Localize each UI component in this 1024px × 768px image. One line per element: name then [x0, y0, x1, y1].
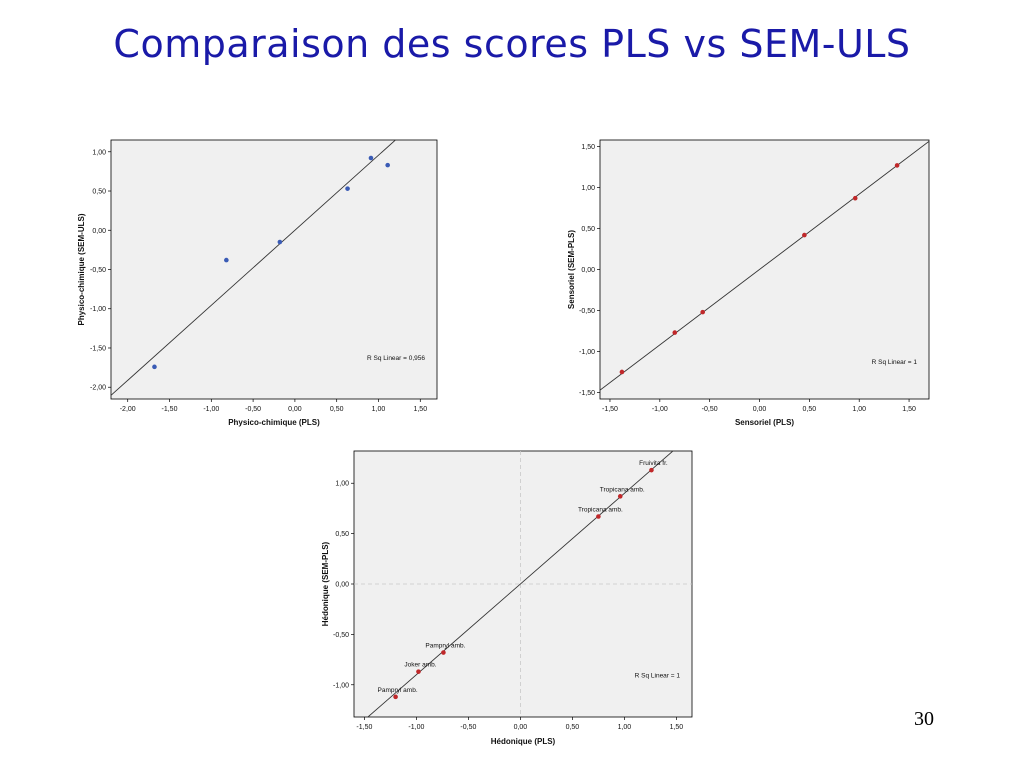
x-tick-label: 1,00: [852, 406, 866, 413]
y-tick-label: -0,50: [333, 632, 349, 639]
fit-line: [367, 451, 674, 717]
data-point: [672, 330, 678, 335]
y-tick-label: 0,50: [335, 531, 349, 538]
data-point: [224, 257, 229, 263]
y-tick-label: -1,50: [579, 390, 595, 397]
sensoriel-scatter-chart: -1,50 -1,00 -0,50 0,00 0,50 1,00 1,50 1,50 1,00 0…: [567, 139, 930, 427]
data-point: [345, 186, 350, 191]
x-tick-label: -0,50: [702, 406, 718, 413]
data-point: [441, 650, 446, 655]
data-point: [393, 694, 398, 700]
x-tick-label: -0,50: [245, 406, 261, 413]
y-tick-label: -1,00: [333, 682, 349, 689]
slide-number: 30: [914, 708, 934, 730]
data-point: [596, 514, 601, 519]
y-tick-label: 0,50: [92, 189, 106, 196]
point-label: Pampryl amb.: [378, 687, 418, 694]
hedonique-scatter-chart: -1,50 -1,00 -0,50 0,00 0,50 1,00 1,50 1,00 0,50 0…: [321, 450, 693, 746]
data-point: [617, 494, 623, 499]
data-point: [619, 369, 625, 375]
x-axis-label: Physico-chimique (PLS): [228, 418, 320, 427]
x-tick-label: -0,50: [460, 724, 476, 731]
y-tick-label: -1,00: [579, 349, 595, 356]
x-tick-label: -1,50: [602, 406, 618, 413]
r-squared-annotation: R Sq Linear = 0,956: [367, 355, 425, 362]
r-squared-annotation: R Sq Linear = 1: [635, 673, 681, 680]
x-tick-label: 1,50: [902, 406, 916, 413]
point-label: Fruivita fr.: [639, 460, 668, 467]
x-axis-label: Sensoriel (PLS): [735, 418, 794, 427]
data-point: [416, 669, 421, 674]
x-tick-label: 0,00: [288, 406, 302, 413]
data-point: [368, 155, 374, 161]
y-tick-label: -1,50: [90, 345, 106, 352]
physico-chimique-scatter-chart: -2,00 -1,50 -1,00 -0,50 0,00 0,50 1,00 1,50 1,00…: [77, 139, 438, 427]
x-tick-label: -1,50: [356, 724, 372, 731]
x-tick-label: -1,50: [162, 406, 178, 413]
data-point: [277, 239, 283, 245]
y-axis-label: Physico-chimique (SEM-ULS): [77, 213, 86, 325]
y-tick-label: 0,00: [581, 267, 595, 274]
x-tick-label: 1,50: [413, 406, 427, 413]
y-tick-label: -1,00: [90, 306, 106, 313]
y-tick-label: 0,00: [92, 228, 106, 235]
data-point: [385, 162, 390, 168]
y-tick-label: -2,00: [90, 385, 106, 392]
y-tick-label: 1,50: [581, 144, 595, 151]
y-axis-label: Hédonique (SEM-PLS): [321, 541, 330, 626]
data-point: [894, 163, 900, 168]
x-tick-label: 1,00: [618, 724, 632, 731]
slide-title: Comparaison des scores PLS vs SEM-ULS: [113, 22, 911, 66]
x-tick-label: 1,50: [670, 724, 684, 731]
y-tick-label: 0,50: [581, 226, 595, 233]
plot-area: [110, 139, 438, 400]
x-tick-label: 0,00: [753, 406, 767, 413]
y-axis-label: Sensoriel (SEM-PLS): [567, 230, 576, 309]
point-label: Tropicana amb.: [578, 506, 623, 513]
x-tick-label: 0,50: [803, 406, 817, 413]
x-tick-label: 1,00: [372, 406, 386, 413]
y-tick-label: 0,00: [335, 582, 349, 589]
point-label: Pampryl amb.: [425, 643, 465, 650]
y-tick-label: -0,50: [90, 267, 106, 274]
point-label: Joker amb.: [404, 662, 436, 669]
data-point: [649, 467, 654, 473]
x-tick-label: 0,50: [330, 406, 344, 413]
data-point: [700, 309, 705, 315]
x-tick-label: 0,00: [514, 724, 528, 731]
y-tick-label: 1,00: [581, 185, 595, 192]
fit-line: [600, 140, 929, 391]
x-tick-label: -1,00: [203, 406, 219, 413]
data-point: [152, 364, 157, 370]
r-squared-annotation: R Sq Linear = 1: [872, 359, 918, 366]
x-axis-label: Hédonique (PLS): [491, 737, 556, 746]
fit-line: [111, 140, 397, 396]
data-point: [802, 232, 807, 238]
y-tick-label: 1,00: [92, 149, 106, 156]
x-tick-label: 0,50: [566, 724, 580, 731]
y-tick-label: -0,50: [579, 308, 595, 315]
data-point: [852, 195, 858, 201]
point-label: Tropicana amb.: [600, 486, 645, 493]
x-tick-label: -1,00: [408, 724, 424, 731]
y-tick-label: 1,00: [335, 481, 349, 488]
x-tick-label: -2,00: [120, 406, 136, 413]
x-tick-label: -1,00: [652, 406, 668, 413]
